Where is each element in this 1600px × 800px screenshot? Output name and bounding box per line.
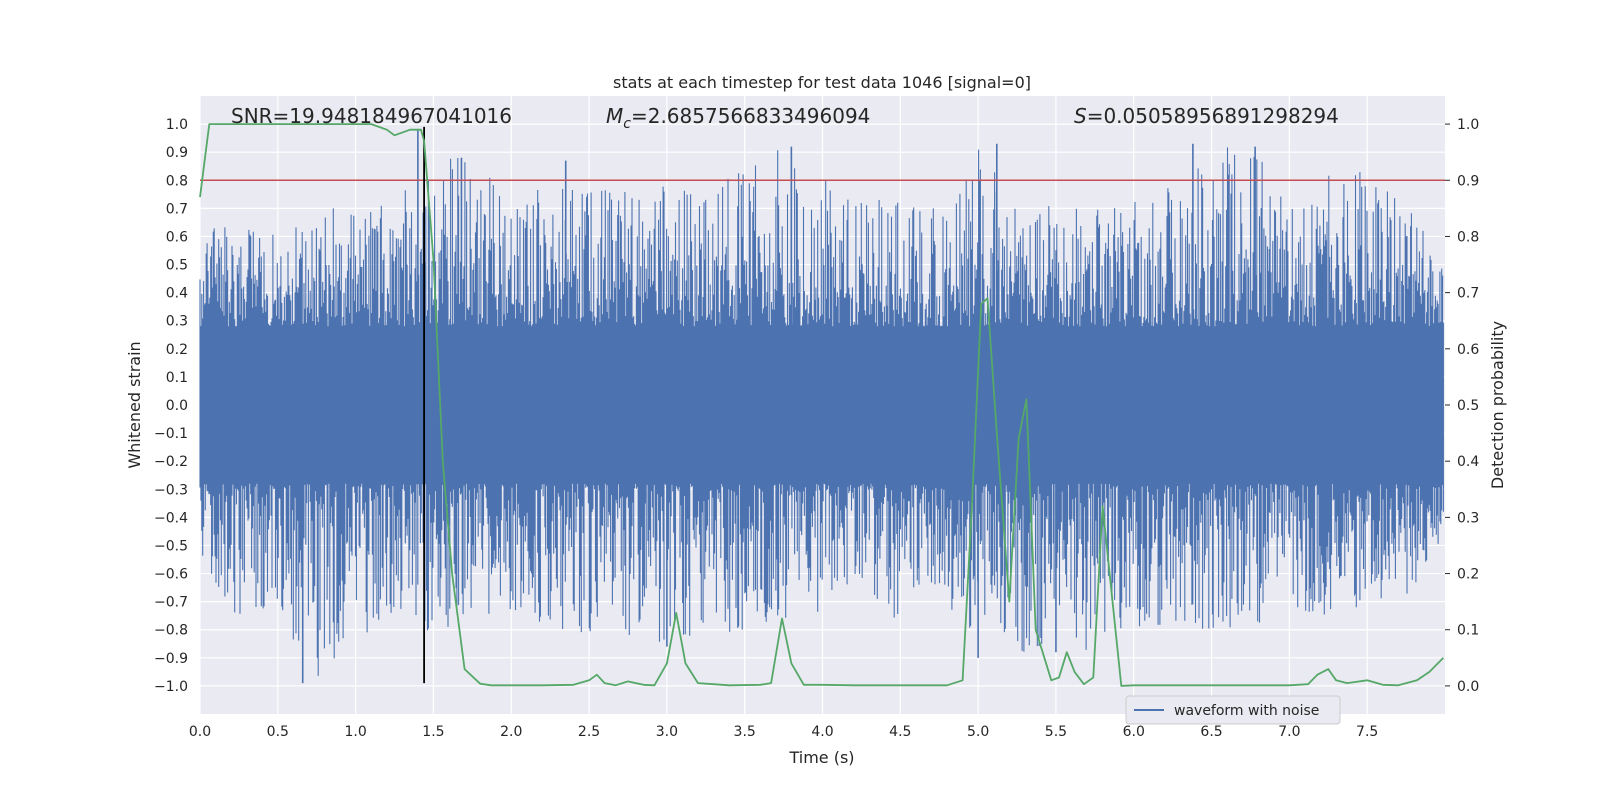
x-tick-label: 3.0 [656,724,678,740]
y-tick-label: 1.0 [166,117,188,133]
x-tick-label: 4.5 [889,724,911,740]
y2-tick-label: 0.4 [1457,454,1479,470]
chirp-mass-subscript: c [623,116,631,132]
y-tick-label: 0.3 [166,314,188,330]
x-tick-label: 2.0 [500,724,522,740]
y-tick-label: −0.7 [154,595,188,611]
snr-annotation: SNR=19.948184967041016 [231,104,512,128]
x-tick-label: 4.0 [811,724,833,740]
chart-title: stats at each timestep for test data 104… [613,73,1031,92]
y-tick-label: 0.1 [166,370,188,386]
legend: waveform with noise [1125,695,1341,725]
y-tick-label: −0.4 [154,510,188,526]
y2-tick-label: 0.2 [1457,567,1479,583]
y-axis-label: Whitened strain [125,341,144,468]
x-tick-label: 3.5 [734,724,756,740]
y-tick-label: −0.9 [154,651,188,667]
legend-label: waveform with noise [1174,703,1319,719]
x-tick-label: 1.5 [422,724,444,740]
y2-tick-label: 0.0 [1457,679,1479,695]
y-tick-label: 0.0 [166,398,188,414]
y-tick-label: 0.5 [166,258,188,274]
series-waveform-with-noise [199,129,1444,684]
chirp-mass-annotation: Mc=2.6857566833496094 [606,104,870,132]
x-tick-label: 6.5 [1200,724,1222,740]
y-tick-label: −0.3 [154,482,188,498]
x-tick-label: 7.0 [1278,724,1300,740]
x-tick-label: 0.0 [189,724,211,740]
y2-tick-label: 0.8 [1457,229,1479,245]
y2-tick-label: 0.3 [1457,510,1479,526]
y-tick-label: 0.7 [166,201,188,217]
x-tick-label: 5.5 [1045,724,1067,740]
y-tick-label: −0.6 [154,567,188,583]
y-tick-label: 0.8 [166,173,188,189]
chirp-mass-symbol: M [606,104,623,128]
tick-labels: 0.0 0.5 1.0 1.5 2.0 2.5 3.0 3.5 4.0 4.5 5.0 5.5 6.0 6… [154,117,1479,740]
x-tick-label: 1.0 [344,724,366,740]
series-detection-probability [199,123,1445,687]
probability-line [199,123,1445,687]
y-tick-label: −0.8 [154,623,188,639]
y2-tick-label: 1.0 [1457,117,1479,133]
x-tick-label: 5.0 [967,724,989,740]
y2-axis-label: Detection probability [1488,321,1507,489]
x-axis-label: Time (s) [788,748,854,767]
legend-box [1125,695,1341,725]
x-tick-label: 0.5 [267,724,289,740]
y2-tick-label: 0.6 [1457,342,1479,358]
x-tick-label: 2.5 [578,724,600,740]
y2-tick-label: 0.9 [1457,173,1479,189]
y-tick-label: 0.4 [166,286,188,302]
y-tick-label: 0.2 [166,342,188,358]
s-annotation: S=0.05058956891298294 [1074,104,1339,128]
s-value: =0.05058956891298294 [1087,104,1339,128]
s-symbol: S [1074,104,1087,128]
chirp-mass-value: =2.6857566833496094 [631,104,870,128]
y-tick-label: 0.9 [166,145,188,161]
y2-tick-label: 0.5 [1457,398,1479,414]
x-tick-label: 7.5 [1356,724,1378,740]
y-tick-label: −0.1 [154,426,188,442]
y2-tick-label: 0.1 [1457,623,1479,639]
y-tick-label: −1.0 [154,679,188,695]
y2-tick-label: 0.7 [1457,286,1479,302]
y-tick-label: −0.2 [154,454,188,470]
y-tick-label: −0.5 [154,538,188,554]
y-tick-label: 0.6 [166,229,188,245]
x-tick-label: 6.0 [1123,724,1145,740]
reference-lines [200,126,1445,684]
